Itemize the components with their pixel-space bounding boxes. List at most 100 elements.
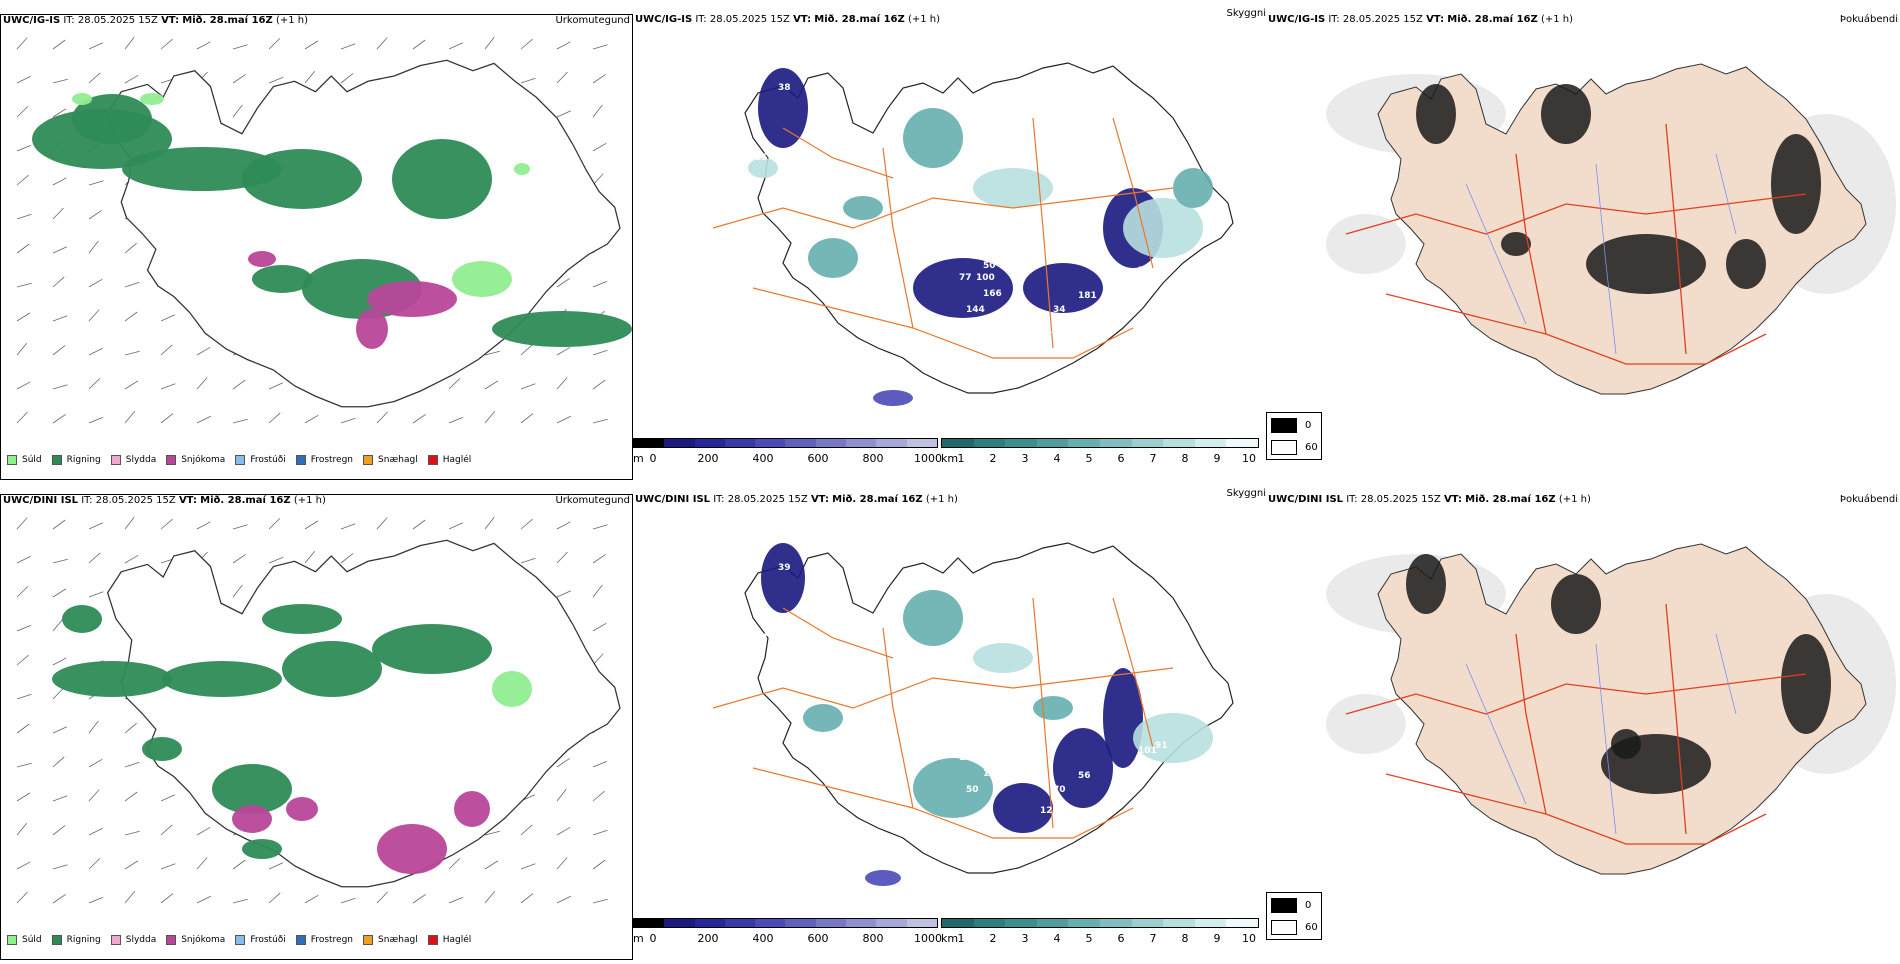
visibility-value-label: 51 (1138, 266, 1151, 276)
ceiling-colorbar-tick: 600 (807, 452, 829, 465)
wind-barb (52, 315, 68, 322)
wind-barb (304, 551, 316, 564)
ceiling-colorbar-swatch (876, 919, 907, 927)
legend-swatch (427, 935, 438, 945)
visibility-area (873, 390, 913, 406)
wind-barb (232, 44, 248, 50)
visibility-colorbar-bar (941, 918, 1259, 928)
precip-area (140, 93, 164, 105)
visibility-colorbar-swatch (1068, 439, 1100, 447)
wind-barb (376, 891, 388, 904)
ceiling-colorbar-swatch (815, 919, 847, 927)
wind-barb (592, 349, 608, 356)
wind-barb (52, 825, 66, 836)
wind-barb (52, 108, 67, 118)
visibility-colorbar-swatch (942, 439, 974, 447)
precip-area (377, 824, 447, 874)
visibility-area (973, 168, 1053, 208)
visibility-area (993, 783, 1053, 833)
precip-map-svg (16, 36, 632, 424)
legend-swatch (295, 935, 306, 945)
wind-barb (448, 416, 464, 424)
ceiling-colorbar-swatch (634, 439, 665, 447)
wind-barb (160, 794, 176, 802)
legend-swatch (7, 935, 17, 945)
ceiling-colorbar-swatch (755, 919, 786, 927)
road (712, 187, 1174, 229)
wind-barb (88, 758, 103, 768)
ceiling-colorbar-swatch (846, 919, 877, 927)
wind-barb (52, 345, 66, 356)
legend-swatch (363, 455, 374, 465)
iceland-land (1377, 543, 1867, 875)
legend-item: Haglél (427, 455, 471, 465)
wind-barb (520, 824, 533, 836)
wind-barb (88, 210, 102, 220)
wind-barb (88, 720, 99, 734)
precip-area (232, 805, 272, 833)
road (1032, 117, 1054, 349)
wind-barb (16, 823, 28, 836)
ceiling-colorbar-tick: 400 (752, 452, 774, 465)
visibility-value-label: 12 (1040, 806, 1053, 816)
ceiling-colorbar-unit: m (633, 932, 644, 945)
visibility-value-label: 60 (1143, 151, 1156, 161)
wind-barb (340, 897, 356, 904)
wind-barb (88, 309, 100, 322)
wind-barb (484, 36, 495, 50)
wind-barb (592, 622, 607, 632)
wind-barb (124, 791, 138, 802)
wind-barb (412, 519, 426, 530)
wind-barb (484, 891, 496, 904)
ceiling-colorbar-swatch (664, 439, 695, 447)
legend-swatch (166, 935, 177, 945)
legend-swatch (166, 455, 177, 465)
fog-haze (1326, 694, 1406, 754)
wind-barb (556, 521, 571, 530)
visibility-map-svg: 38 15 60 51 48 100 77 166 144 181 34 31 57 32 16 137 50 (712, 62, 1234, 406)
wind-barb (340, 417, 356, 424)
visibility-title: Skyggni (1226, 8, 1266, 19)
wind-barb (124, 242, 137, 254)
wind-barb (16, 891, 28, 904)
wind-barb (520, 863, 536, 870)
wind-barb (124, 722, 137, 734)
fog-legend-label: 60 (1305, 922, 1318, 933)
visibility-colorbar: km 1 2 3 4 5 6 7 8 9 10 (941, 918, 1259, 948)
precip-area (72, 93, 92, 105)
wind-barb (556, 788, 567, 802)
wind-barb (448, 42, 464, 50)
wind-barb (304, 894, 319, 904)
wind-barb (556, 346, 571, 356)
wind-barb (592, 829, 608, 836)
ceiling-colorbar-swatch (724, 919, 756, 927)
road (882, 147, 914, 329)
visibility-value-label: 39 (778, 563, 791, 573)
visibility-area (748, 158, 778, 178)
precip-area (248, 251, 276, 267)
panel-title: UWC/DINI ISL IT: 28.05.2025 15Z VT: Mið.… (635, 494, 958, 505)
precip-area (372, 624, 492, 674)
visibility-colorbar-tick: 2 (989, 452, 997, 465)
legend-swatch (110, 935, 121, 945)
road (1345, 673, 1807, 715)
wind-barb (268, 382, 284, 390)
fog-haze (1326, 214, 1406, 274)
visibility-colorbar-tick: 4 (1053, 452, 1061, 465)
wind-barb (196, 41, 211, 50)
road (752, 287, 1134, 359)
wind-barb (376, 411, 388, 424)
visibility-value-label: 15 (755, 153, 768, 163)
ceiling-colorbar-swatch (785, 439, 816, 447)
legend-label: Snæhagl (378, 455, 418, 465)
road (1112, 117, 1154, 269)
road (1515, 633, 1547, 815)
wind-barb (52, 39, 66, 50)
visibility-value-label: 48 (1155, 261, 1168, 271)
visibility-area (1053, 728, 1113, 808)
wind-barb (520, 557, 536, 564)
iceland-outline (744, 542, 1234, 874)
legend-label: Frostúði (250, 935, 286, 945)
visibility-colorbar-swatch (973, 919, 1006, 927)
